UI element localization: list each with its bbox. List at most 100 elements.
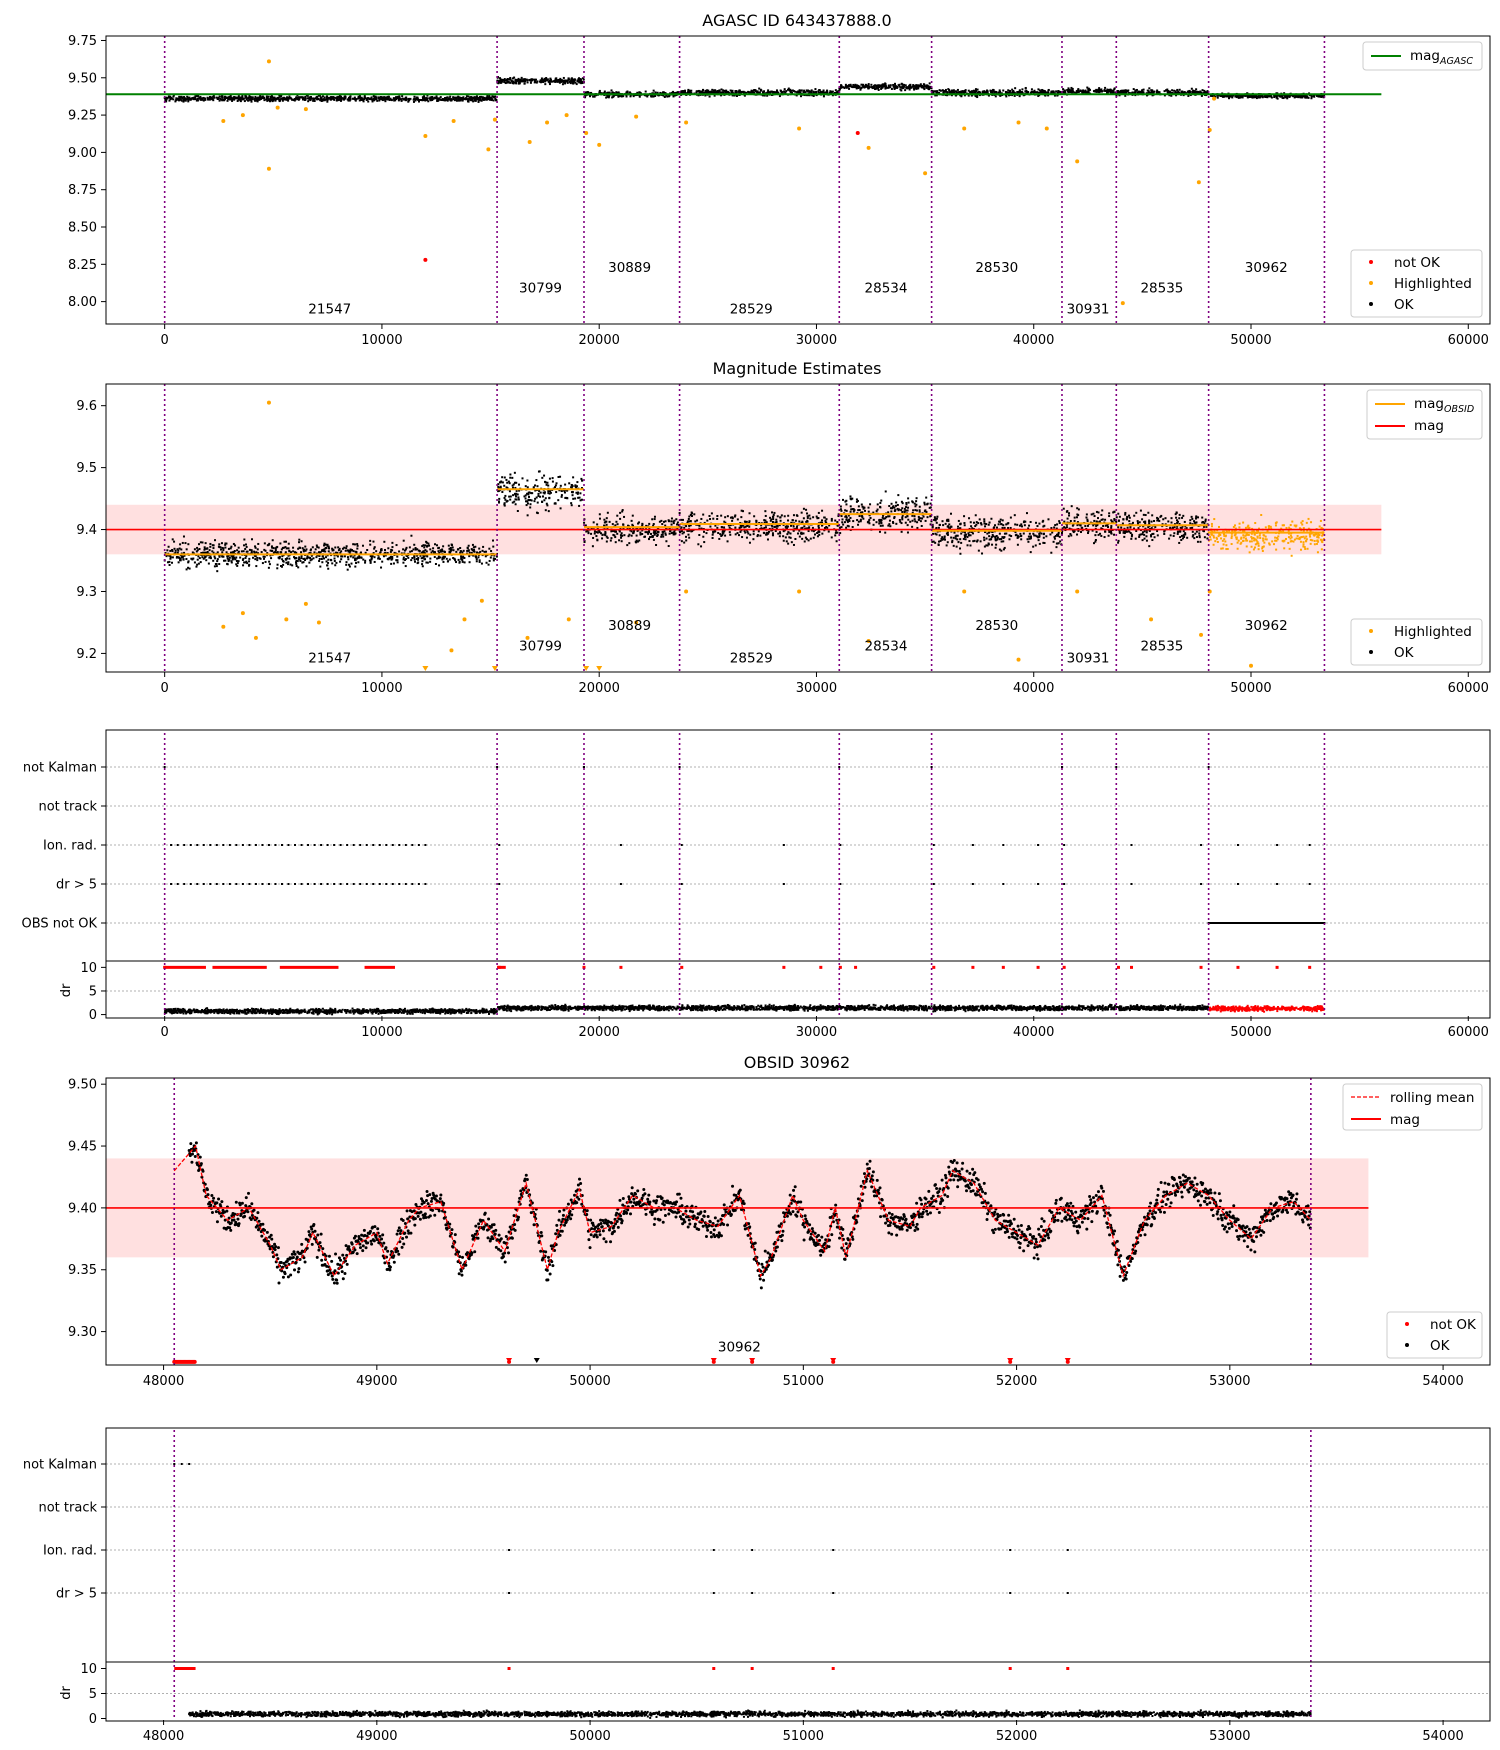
data-point [803, 525, 806, 528]
data-point [169, 96, 172, 99]
data-point [471, 543, 474, 546]
data-point [548, 496, 551, 499]
data-point [598, 513, 601, 516]
data-point [632, 95, 635, 98]
data-point [420, 557, 423, 560]
data-point [718, 537, 721, 540]
data-point [253, 550, 256, 553]
data-point [668, 532, 671, 535]
data-point [329, 98, 332, 101]
data-point [842, 523, 845, 526]
data-point [183, 551, 186, 554]
data-point [407, 99, 410, 102]
data-point [186, 96, 189, 99]
data-point [545, 120, 550, 125]
data-point [405, 97, 408, 100]
data-point [288, 549, 291, 552]
data-point [849, 83, 852, 86]
data-point [771, 515, 774, 518]
data-point [790, 541, 793, 544]
data-point [1120, 90, 1123, 93]
data-point [377, 557, 380, 560]
data-point [503, 476, 506, 479]
data-point [1002, 89, 1005, 92]
data-point [559, 484, 562, 487]
data-point [551, 80, 554, 83]
y-tick-label: 8.00 [68, 295, 97, 310]
data-point [685, 525, 688, 528]
data-point [342, 97, 345, 100]
data-point [208, 556, 211, 559]
data-point [873, 87, 876, 90]
data-point [173, 547, 176, 550]
data-point [572, 476, 575, 479]
data-point [604, 534, 607, 537]
data-point [532, 78, 535, 81]
data-point [250, 97, 253, 100]
data-point [409, 550, 412, 553]
data-point [740, 509, 743, 512]
data-point [611, 96, 614, 99]
data-point [949, 91, 952, 94]
data-point [1266, 96, 1269, 99]
data-point [761, 91, 764, 94]
data-point [705, 532, 708, 535]
data-point [852, 520, 855, 523]
data-point [416, 554, 419, 557]
data-point [529, 81, 532, 84]
data-point [804, 527, 807, 530]
data-point [267, 95, 270, 98]
data-point [422, 555, 425, 558]
data-point [635, 541, 638, 544]
data-point [900, 89, 903, 92]
data-point [216, 560, 219, 563]
data-point [218, 555, 221, 558]
data-point [319, 99, 322, 102]
data-point [183, 96, 186, 99]
data-point [450, 99, 453, 102]
data-point [477, 556, 480, 559]
data-point [1195, 90, 1198, 93]
data-point [648, 522, 651, 525]
data-point [826, 89, 829, 92]
data-point [1097, 90, 1100, 93]
data-point [405, 546, 408, 549]
data-point [901, 510, 904, 513]
data-point [839, 532, 842, 535]
data-point [164, 552, 167, 555]
data-point [890, 510, 893, 513]
data-point [876, 508, 879, 511]
data-point [498, 489, 501, 492]
data-point [501, 481, 504, 484]
data-point [304, 98, 307, 101]
data-point [436, 97, 439, 100]
data-point [893, 86, 896, 89]
data-point [280, 94, 283, 97]
data-point [670, 517, 673, 520]
data-point [731, 89, 734, 92]
data-point [281, 555, 284, 558]
data-point [544, 83, 547, 86]
data-point [1282, 97, 1285, 100]
data-point [344, 97, 347, 100]
data-point [410, 559, 413, 562]
data-point [582, 78, 585, 81]
data-point [360, 97, 363, 100]
data-point [564, 483, 567, 486]
data-point [673, 519, 676, 522]
data-point [644, 90, 647, 93]
data-point [214, 557, 217, 560]
data-point [770, 518, 773, 521]
data-point [837, 91, 840, 94]
data-point [371, 100, 374, 103]
data-point [384, 551, 387, 554]
data-point [876, 86, 879, 89]
data-point [817, 511, 820, 514]
data-point [775, 525, 778, 528]
data-point [534, 78, 537, 81]
data-point [571, 484, 574, 487]
data-point [956, 88, 959, 91]
data-point [840, 509, 843, 512]
data-point [893, 509, 896, 512]
data-point [207, 562, 210, 565]
